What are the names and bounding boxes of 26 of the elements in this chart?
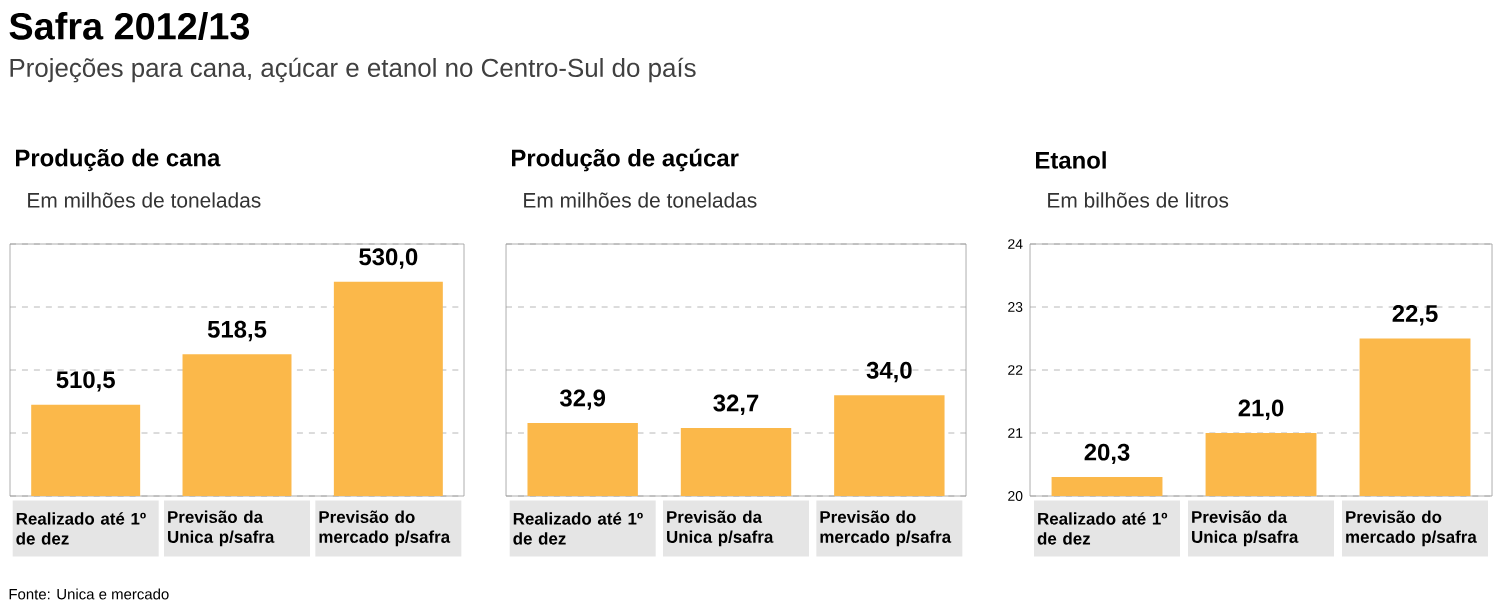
- x-tick-label: Realizado até 1º de dez: [16, 512, 146, 545]
- x-tick-label: Previsão da Unica p/safra: [1192, 510, 1299, 547]
- text: Safra 2012/13: [9, 11, 250, 41]
- data-label: 530,0: [359, 248, 418, 269]
- chart-title: Etanol: [1036, 151, 1106, 169]
- data-label: 518,5: [207, 320, 267, 342]
- text: Projeções para cana, açúcar e etanol no Centro-Sul do país: [10, 57, 696, 83]
- chart-title: Produção de cana: [16, 148, 221, 172]
- data-label: 20,3: [1084, 443, 1130, 465]
- data-label: 22,5: [1392, 305, 1438, 326]
- x-tick-label: Realizado até 1º de dez: [513, 512, 643, 545]
- chart-subtitle: Em milhões de toneladas: [524, 192, 757, 208]
- data-label: 34,0: [866, 361, 912, 383]
- data-label: 510,5: [56, 371, 115, 392]
- chart-title: Produção de açúcar: [512, 148, 739, 172]
- x-tick-label: Realizado até 1º de dez: [1037, 512, 1168, 545]
- x-tick-label: Previsão do mercado p/safra: [319, 510, 451, 547]
- chart-subtitle: Em bilhões de litros: [1048, 192, 1229, 208]
- data-label: 32,7: [713, 394, 759, 415]
- x-tick-label: Previsão da Unica p/safra: [667, 510, 774, 547]
- data-label: 32,9: [559, 389, 606, 410]
- x-tick-label: Previsão da Unica p/safra: [168, 510, 275, 547]
- chart-subtitle: Em milhões de toneladas: [28, 192, 261, 208]
- x-tick-label: Previsão do mercado p/safra: [1346, 510, 1477, 547]
- x-tick-label: Previsão do mercado p/safra: [820, 510, 952, 547]
- data-label: 21,0: [1238, 399, 1284, 420]
